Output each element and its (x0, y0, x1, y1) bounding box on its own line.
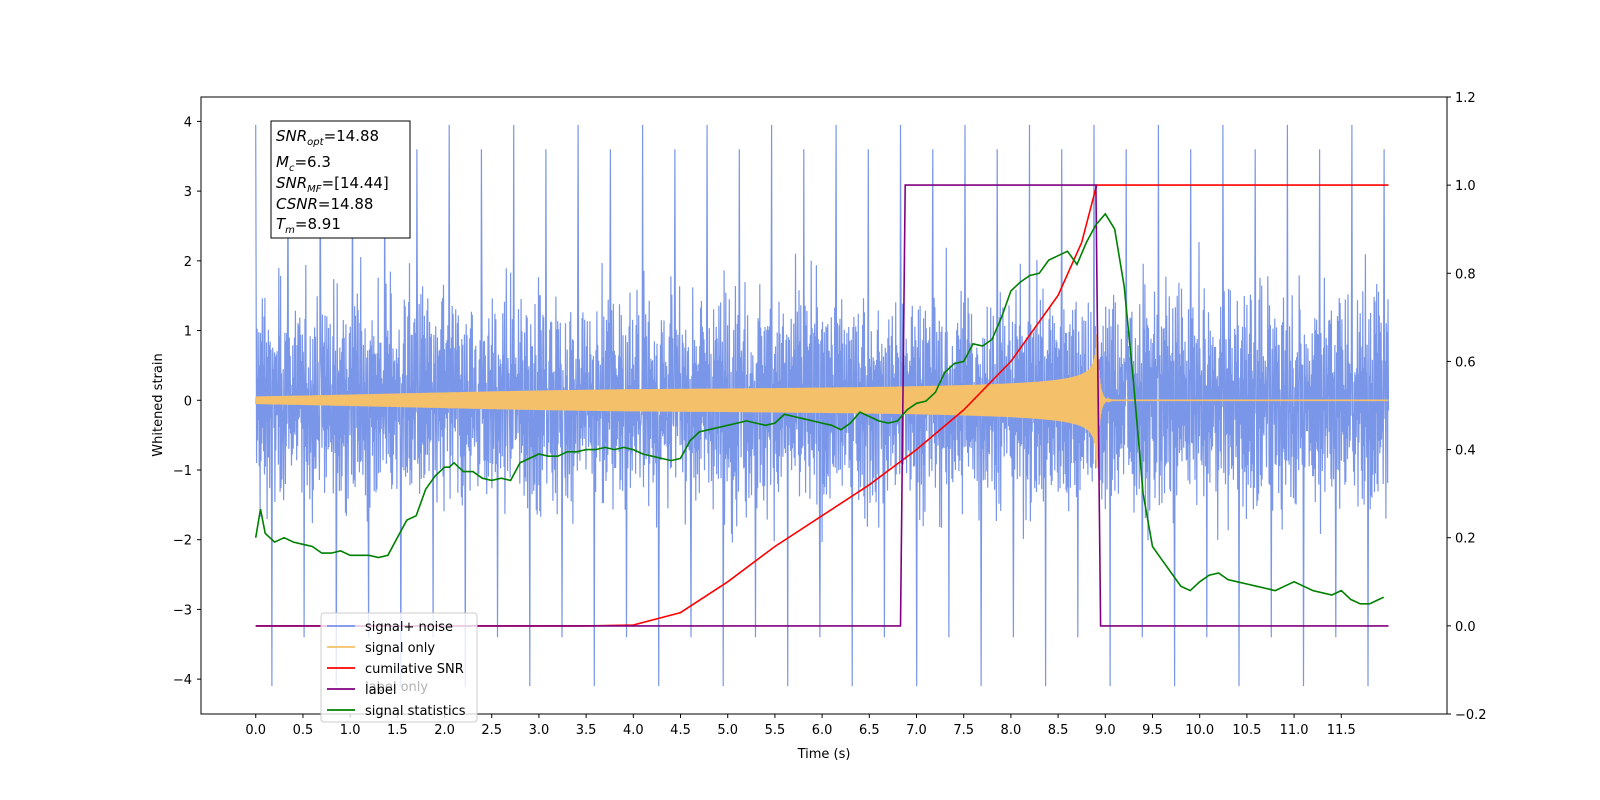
x-tick-label: 7.5 (953, 723, 974, 738)
info-chirp-mass: Mc=6.3 (276, 153, 331, 174)
x-tick-label: 8.0 (1001, 723, 1022, 738)
y-tick-label: 4 (184, 115, 192, 130)
x-tick-label: 4.5 (670, 723, 691, 738)
x-tick-label: 5.5 (765, 723, 786, 738)
legend-label: signal+ noise (365, 620, 453, 635)
series-signal-noise (255, 124, 1390, 687)
y-right-tick-label: −0.2 (1455, 708, 1487, 723)
y-tick-label: −4 (173, 673, 192, 688)
legend-label: label (365, 683, 396, 698)
series-cumilative-snr (255, 184, 1389, 627)
x-tick-label: 6.0 (812, 723, 833, 738)
series-layer (254, 124, 1390, 687)
info-snr-mf: SNRMF=[14.44] (276, 174, 389, 195)
x-tick-label: 5.0 (717, 723, 738, 738)
ticks-layer: 0.0 0.5 1.0 1.5 2.0 2.5 3.0 3.5 4.0 4.5 5.0 5.5 6.0 6… (173, 91, 1487, 738)
x-tick-label: 8.5 (1048, 723, 1069, 738)
y-right-tick-label: 0.8 (1455, 267, 1476, 282)
y-right-tick-label: 0.4 (1455, 444, 1476, 459)
x-tick-label: 1.5 (387, 723, 408, 738)
y-right-tick-label: 1.2 (1455, 91, 1476, 106)
x-tick-label: 10.0 (1185, 723, 1214, 738)
legend: label only signal+ noise signal only cumil… (320, 612, 478, 723)
legend-frame (320, 612, 478, 723)
info-box: SNRopt=14.88 Mc=6.3 SNRMF=[14.44] CSNR=1… (270, 120, 411, 239)
legend-label: cumilative SNR (365, 662, 464, 677)
x-tick-label: 3.0 (529, 723, 550, 738)
y-tick-label: 3 (184, 185, 192, 200)
x-tick-label: 2.5 (481, 723, 502, 738)
y-tick-label: −1 (173, 464, 192, 479)
y-right-tick-label: 0.6 (1455, 355, 1476, 370)
series-label (255, 184, 1389, 627)
x-tick-label: 6.5 (859, 723, 880, 738)
x-tick-label: 0.0 (245, 723, 266, 738)
y-tick-label: 1 (184, 325, 192, 340)
info-box-frame (270, 120, 411, 239)
x-tick-label: 11.0 (1280, 723, 1309, 738)
legend-items: signal+ noise signal only cumilative SNR la… (327, 620, 466, 719)
x-tick-label: 3.5 (576, 723, 597, 738)
y-right-tick-label: 1.0 (1455, 179, 1476, 194)
y-tick-label: −2 (173, 534, 192, 549)
y-tick-label: −3 (173, 603, 192, 618)
x-tick-label: 0.5 (293, 723, 314, 738)
series-signal-statistics (254, 212, 1385, 605)
x-tick-label: 7.0 (906, 723, 927, 738)
legend-ghost-label: label only (365, 680, 428, 695)
series-signal-only (254, 334, 1389, 468)
y-tick-label: 2 (184, 255, 192, 270)
legend-label: signal only (365, 641, 435, 656)
y-axis-label: Whitened strain (151, 353, 166, 456)
y-right-tick-label: 0.0 (1455, 620, 1476, 635)
x-tick-label: 10.5 (1232, 723, 1261, 738)
x-tick-label: 2.0 (434, 723, 455, 738)
x-tick-label: 11.5 (1327, 723, 1356, 738)
info-csnr: CSNR=14.88 (276, 195, 373, 213)
plot-frame (200, 96, 1448, 715)
info-merger-time: Tm=8.91 (276, 215, 341, 236)
y-tick-label: 0 (184, 394, 192, 409)
y-right-tick-label: 0.2 (1455, 532, 1476, 547)
x-tick-label: 9.0 (1095, 723, 1116, 738)
x-tick-label: 4.0 (623, 723, 644, 738)
x-tick-label: 1.0 (340, 723, 361, 738)
legend-label: signal statistics (365, 704, 466, 719)
x-tick-label: 9.5 (1142, 723, 1163, 738)
info-snr-opt: SNRopt=14.88 (276, 127, 379, 148)
x-axis-label: Time (s) (797, 747, 851, 762)
